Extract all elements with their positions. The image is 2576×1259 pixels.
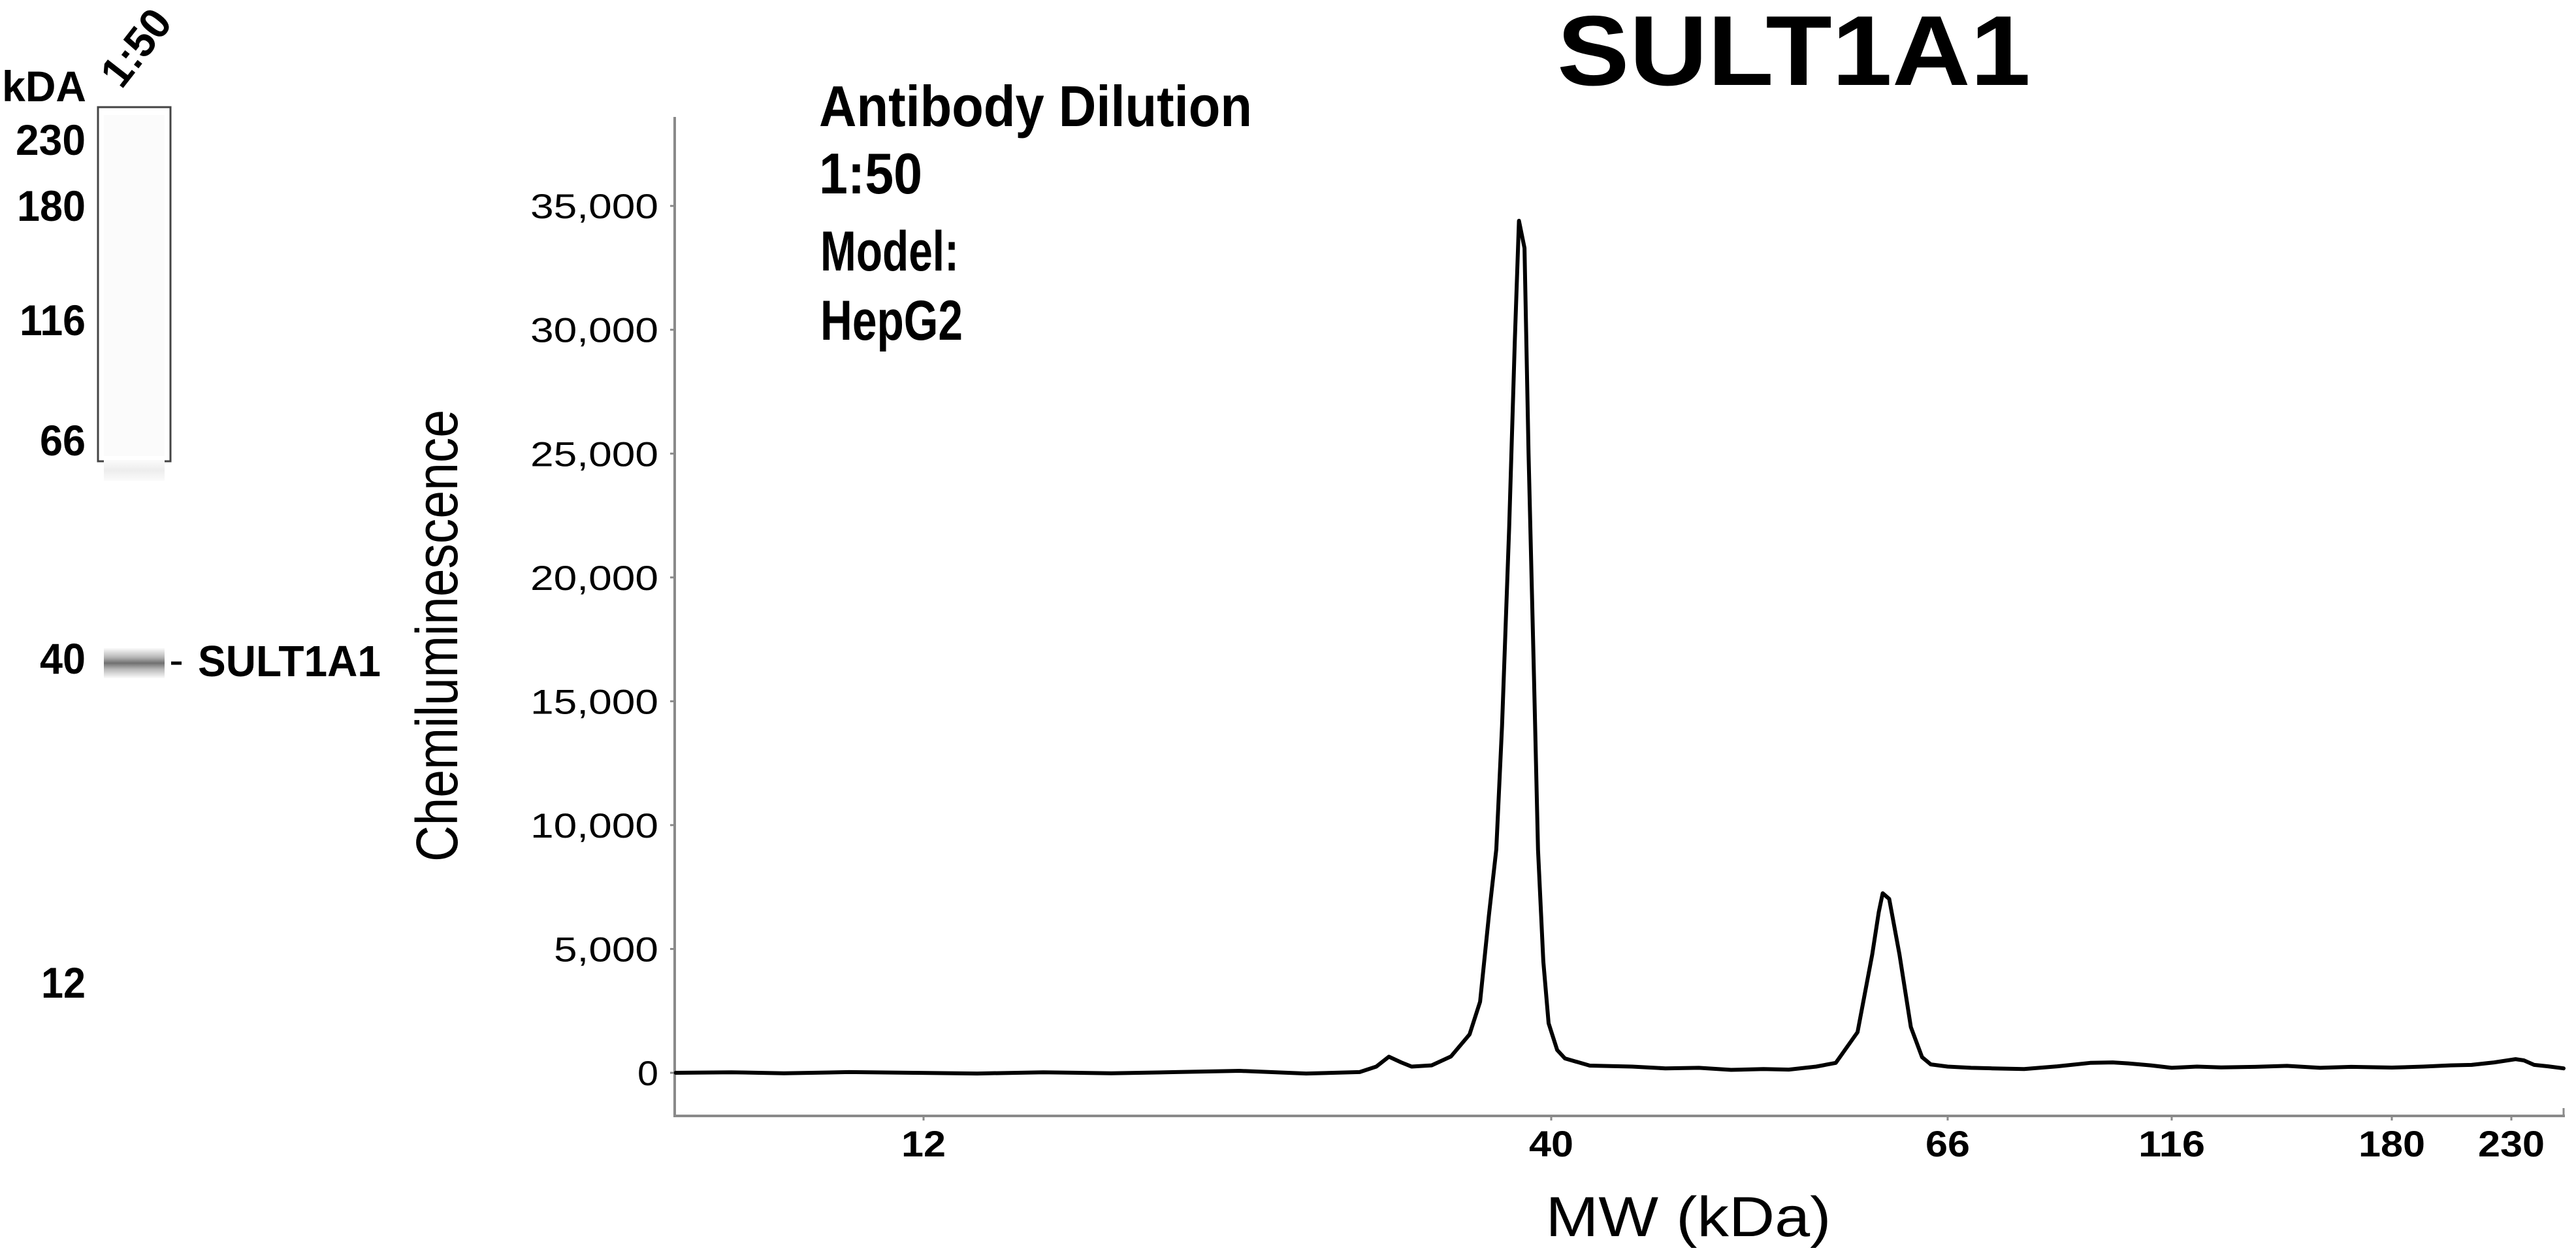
faint-band: [104, 460, 165, 481]
x-tick-label: 66: [1925, 1123, 1970, 1164]
y-tick-label: 5,000: [554, 930, 658, 969]
chemiluminescence-trace: [673, 218, 2566, 1076]
ladder-label-66: 66: [40, 416, 86, 465]
y-tick-label: 10,000: [530, 807, 658, 845]
ladder-labels: 230 180 116 66 40 12: [16, 116, 86, 1007]
dilution-title: Antibody Dilution: [819, 74, 1252, 139]
x-tick-label: 12: [901, 1123, 946, 1164]
y-tick-label: 15,000: [530, 683, 658, 721]
x-tick-label: 230: [2478, 1123, 2545, 1164]
model-value: HepG2: [820, 289, 963, 352]
y-axis-label: Chemiluminescence: [405, 410, 470, 862]
y-tick-label: 25,000: [530, 435, 658, 474]
x-tick-label: 40: [1529, 1123, 1573, 1164]
y-tick-label: 20,000: [530, 559, 658, 598]
y-axis-ticks: 0 5,000 10,000 15,000 20,000 25,000 30,000 35,0…: [530, 188, 675, 1093]
y-tick-label: 30,000: [530, 312, 658, 350]
ladder-label-40: 40: [40, 634, 86, 683]
y-tick-label: 35,000: [530, 188, 658, 226]
ladder-label-230: 230: [16, 116, 86, 164]
gel-unit-label: kDA: [2, 62, 86, 110]
lane-background: [104, 115, 165, 456]
band-label: SULT1A1: [198, 637, 381, 686]
sult1a1-band: [104, 648, 165, 678]
chart-panel: SULT1A1 Antibody Dilution 1:50 Model: He…: [405, 0, 2566, 1249]
x-axis-ticks: 12 40 66 116 180 230: [901, 1116, 2545, 1164]
dilution-value: 1:50: [819, 141, 922, 206]
lane-label: 1:50: [91, 0, 181, 96]
ladder-label-116: 116: [20, 296, 86, 344]
ladder-label-180: 180: [17, 182, 86, 230]
gel-panel: kDA 1:50 230 180 116 66 40 12: [2, 0, 381, 1007]
model-title: Model:: [820, 220, 959, 283]
x-tick-label: 180: [2359, 1123, 2425, 1164]
annotation-block: Antibody Dilution 1:50 Model: HepG2: [819, 74, 1252, 352]
x-axis-label: MW (kDa): [1546, 1186, 1831, 1249]
ladder-label-12: 12: [41, 958, 86, 1007]
chart-title: SULT1A1: [1557, 0, 2031, 106]
x-tick-label: 116: [2138, 1123, 2205, 1164]
y-tick-label: 0: [637, 1055, 658, 1093]
